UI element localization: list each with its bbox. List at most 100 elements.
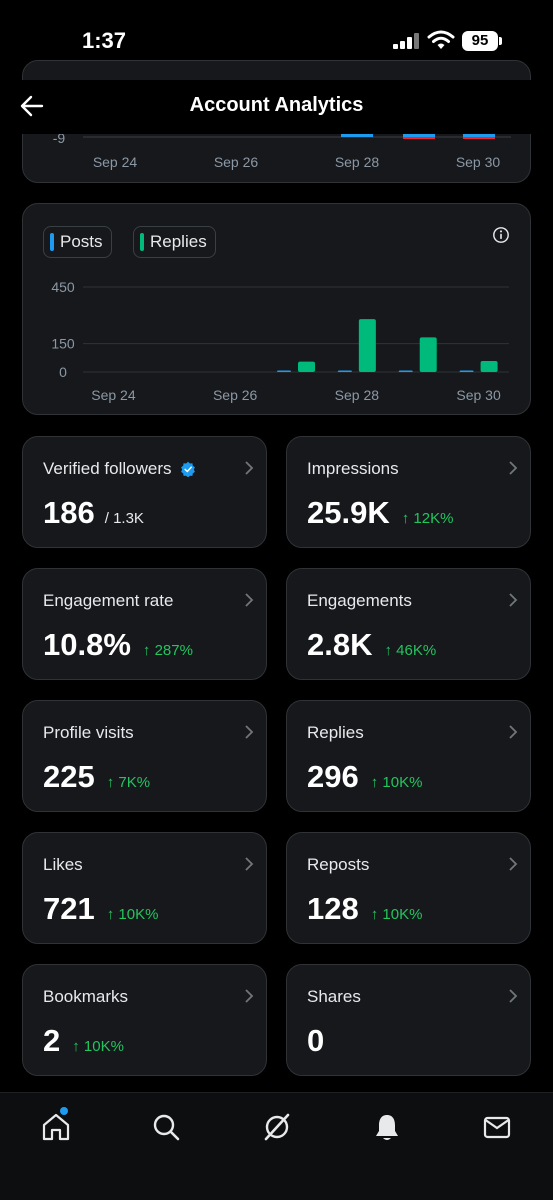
- stat-change: ↑ 10K%: [370, 906, 423, 923]
- stat-change: ↑ 287%: [142, 642, 193, 659]
- x-tick-label: Sep 26: [213, 387, 258, 403]
- stat-label: Shares: [307, 987, 361, 1006]
- y-tick-label: 150: [51, 336, 75, 352]
- stat-value: 128: [307, 891, 359, 926]
- stat-value-row: 2 ↑ 10K%: [43, 1023, 124, 1059]
- home-notification-dot: [60, 1107, 68, 1115]
- bar-posts: [341, 133, 373, 137]
- stat-card-replies[interactable]: Replies 296 ↑ 10K%: [286, 700, 531, 812]
- battery-level: 95: [462, 31, 498, 51]
- stat-value: 2: [43, 1023, 61, 1058]
- bar-posts: [459, 370, 474, 372]
- chevron-right-icon: [509, 461, 518, 475]
- x-tick-label: Sep 28: [335, 154, 380, 170]
- home-icon[interactable]: [40, 1111, 72, 1143]
- stat-change: ↑ 10K%: [106, 906, 159, 923]
- legend-swatch-posts: [50, 233, 54, 251]
- stat-change: ↑ 10K%: [370, 774, 423, 791]
- legend-swatch-replies: [140, 233, 144, 251]
- stat-value: 186: [43, 495, 95, 530]
- stat-value: 2.8K: [307, 627, 373, 662]
- stat-card-engagement-rate[interactable]: Engagement rate 10.8% ↑ 287%: [22, 568, 267, 680]
- bar-posts: [337, 370, 352, 372]
- stat-card-shares[interactable]: Shares 0: [286, 964, 531, 1076]
- chevron-right-icon: [509, 857, 518, 871]
- top-chart: -9 Sep 24 Sep 26 Sep 28 Sep 30: [53, 130, 511, 170]
- replies-bar-chart: 0 150 450 Sep 24 Sep 26 Sep 28 Sep 30: [51, 279, 509, 403]
- legend-posts[interactable]: Posts: [43, 226, 112, 258]
- stat-value-row: 721 ↑ 10K%: [43, 891, 158, 927]
- chevron-right-icon: [245, 593, 254, 607]
- stat-card-profile-visits[interactable]: Profile visits 225 ↑ 7K%: [22, 700, 267, 812]
- stat-value: 25.9K: [307, 495, 390, 530]
- page-title: Account Analytics: [189, 94, 364, 116]
- stat-card-reposts[interactable]: Reposts 128 ↑ 10K%: [286, 832, 531, 944]
- analytics-scroll-area[interactable]: -9 Sep 24 Sep 26 Sep 28 Sep 30 Posts Rep…: [0, 0, 553, 1090]
- verified-badge-icon: [180, 461, 195, 477]
- stat-card-likes[interactable]: Likes 721 ↑ 10K%: [22, 832, 267, 944]
- legend-label-replies: Replies: [150, 232, 207, 251]
- status-time: 1:37: [82, 28, 127, 53]
- mail-icon[interactable]: [481, 1111, 513, 1143]
- bottom-tab-bar: [0, 1092, 553, 1200]
- chevron-right-icon: [509, 989, 518, 1003]
- x-tick-label: Sep 30: [456, 387, 501, 403]
- page-header: Account Analytics: [0, 80, 553, 134]
- legend-replies[interactable]: Replies: [133, 226, 216, 258]
- x-tick-label: Sep 26: [214, 154, 259, 170]
- stat-label: Likes: [43, 855, 83, 874]
- y-tick-label: 0: [59, 364, 67, 380]
- stat-card-bookmarks[interactable]: Bookmarks 2 ↑ 10K%: [22, 964, 267, 1076]
- bar-negative: [403, 137, 435, 139]
- stat-value-row: 2.8K ↑ 46K%: [307, 627, 436, 663]
- stat-value-row: 25.9K ↑ 12K%: [307, 495, 453, 531]
- posts-replies-chart-card: Posts Replies 0 150 450 Sep 24 Sep 26 Sep 28 S…: [22, 203, 531, 415]
- stat-change: ↑ 7K%: [106, 774, 151, 791]
- stat-label: Verified followers: [43, 459, 172, 478]
- legend-label-posts: Posts: [60, 232, 103, 251]
- stat-change: ↑ 10K%: [72, 1038, 124, 1055]
- stat-value: 10.8%: [43, 627, 131, 662]
- back-arrow-icon[interactable]: [18, 92, 46, 120]
- stat-label-row: Verified followers: [43, 459, 196, 479]
- bell-icon[interactable]: [371, 1111, 403, 1143]
- cellular-signal-icon: [393, 33, 419, 49]
- stat-value: 721: [43, 891, 95, 926]
- x-tick-label: Sep 30: [456, 154, 501, 170]
- stat-value-row: 296 ↑ 10K%: [307, 759, 422, 795]
- stat-value-row: 186 / 1.3K: [43, 495, 144, 531]
- bar-replies: [298, 361, 315, 372]
- info-icon[interactable]: [492, 226, 510, 244]
- stat-label: Engagement rate: [43, 591, 174, 610]
- status-bar: 1:37 95: [0, 0, 553, 80]
- chevron-right-icon: [245, 989, 254, 1003]
- chevron-right-icon: [509, 725, 518, 739]
- x-tick-label: Sep 28: [335, 387, 380, 403]
- stat-card-verified-followers[interactable]: Verified followers 186 / 1.3K: [22, 436, 267, 548]
- stat-value: 0: [307, 1023, 325, 1058]
- stat-value: 296: [307, 759, 359, 794]
- stat-total: / 1.3K: [104, 510, 144, 527]
- stat-value-row: 128 ↑ 10K%: [307, 891, 422, 927]
- x-tick-label: Sep 24: [93, 154, 138, 170]
- stat-card-impressions[interactable]: Impressions 25.9K ↑ 12K%: [286, 436, 531, 548]
- bar-posts: [398, 370, 413, 372]
- stat-label: Bookmarks: [43, 987, 129, 1006]
- stat-value-row: 0: [307, 1023, 324, 1059]
- stat-label: Profile visits: [43, 723, 134, 742]
- stat-value-row: 225 ↑ 7K%: [43, 759, 150, 795]
- chevron-right-icon: [245, 857, 254, 871]
- bar-replies: [358, 319, 376, 372]
- chevron-right-icon: [245, 725, 254, 739]
- x-tick-label: Sep 24: [91, 387, 136, 403]
- chevron-right-icon: [245, 461, 254, 475]
- bar-replies: [419, 337, 437, 372]
- search-icon[interactable]: [150, 1111, 182, 1143]
- stat-value-row: 10.8% ↑ 287%: [43, 627, 193, 663]
- bar-posts: [277, 370, 291, 372]
- stat-label: Impressions: [307, 459, 399, 478]
- stat-change: ↑ 46K%: [384, 642, 437, 659]
- grok-icon[interactable]: [261, 1111, 293, 1143]
- stat-card-engagements[interactable]: Engagements 2.8K ↑ 46K%: [286, 568, 531, 680]
- bar-posts: [463, 133, 495, 137]
